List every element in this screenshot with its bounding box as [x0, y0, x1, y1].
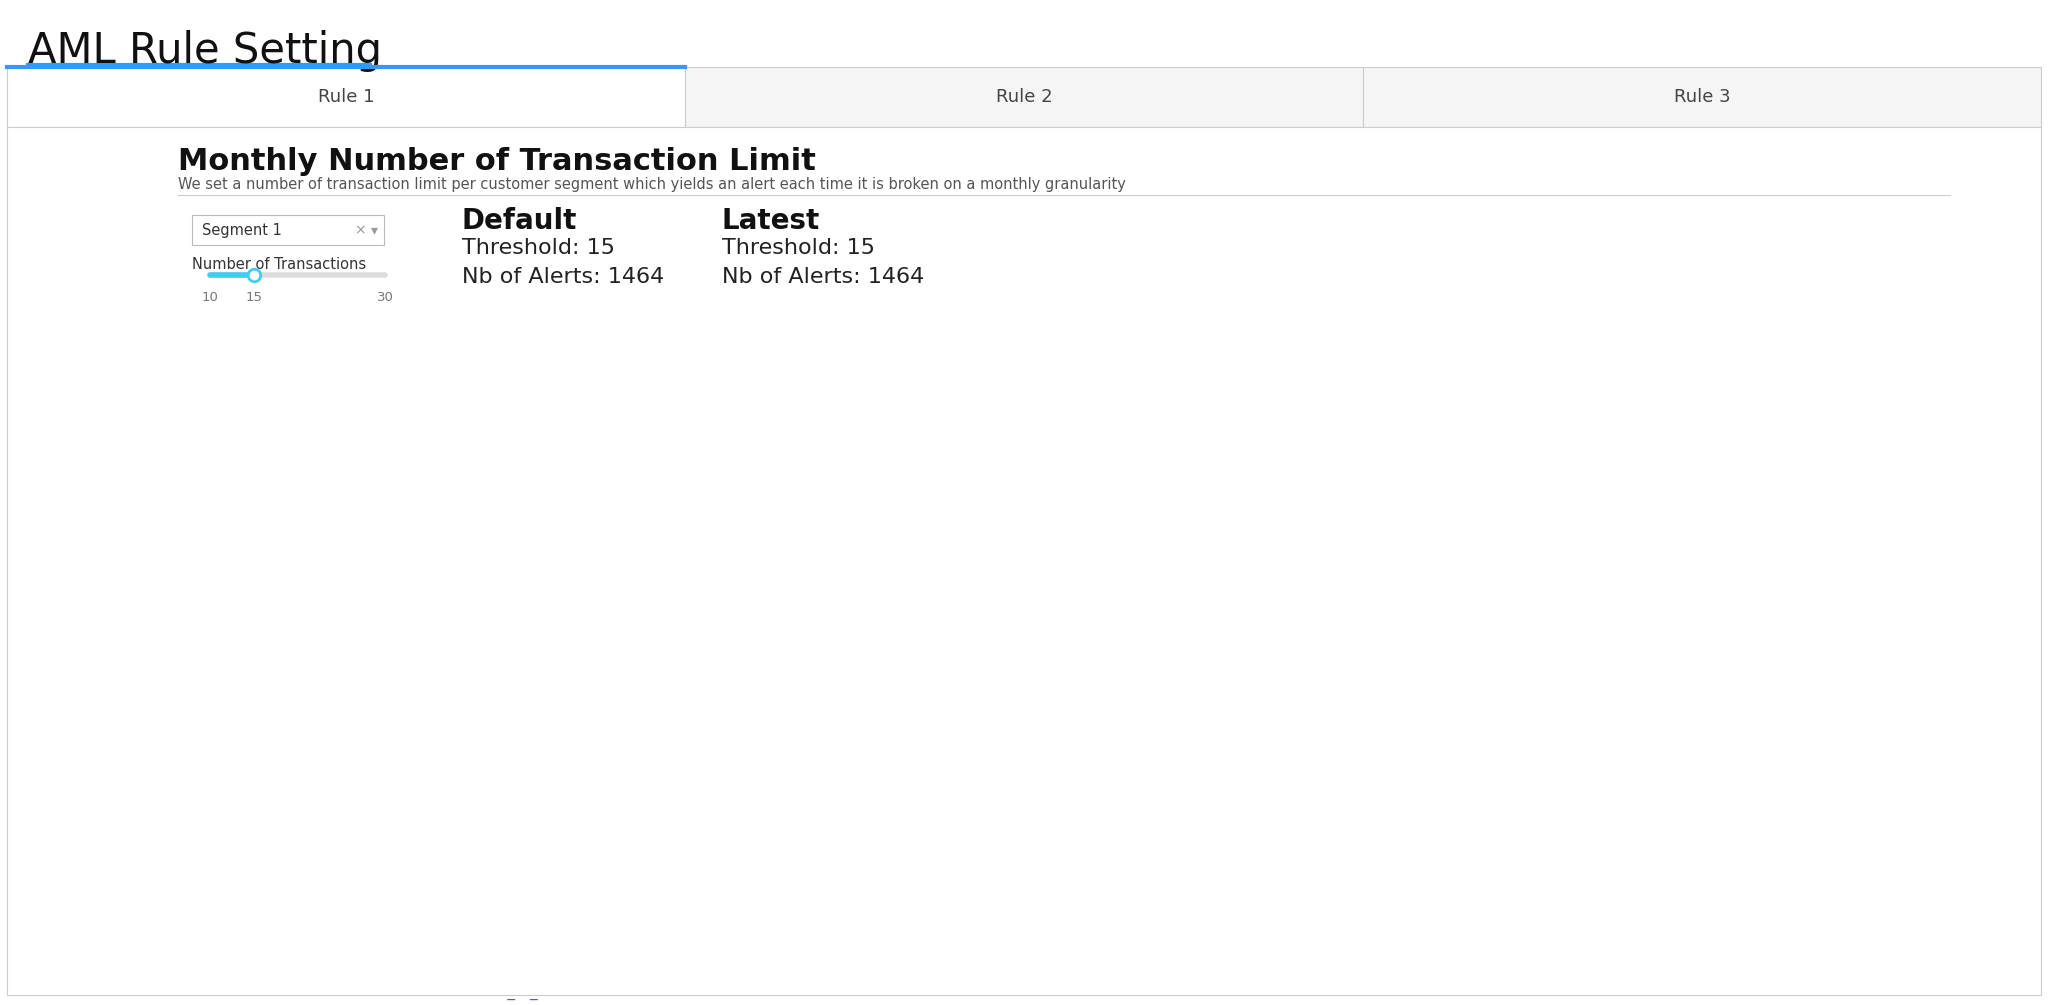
- Bar: [659, 945, 684, 957]
- Bar: [354, 880, 377, 957]
- Bar: [811, 948, 836, 957]
- X-axis label: nb_tx_threshold: nb_tx_threshold: [487, 984, 610, 1000]
- Text: Rule 2: Rule 2: [995, 88, 1053, 106]
- Bar: [383, 904, 408, 957]
- Text: Segment 1: Segment 1: [203, 222, 283, 237]
- Text: 10: 10: [201, 291, 219, 304]
- Text: Number of Transactions: Number of Transactions: [193, 257, 367, 272]
- Bar: [444, 933, 469, 957]
- Text: Threshold: 15: Threshold: 15: [723, 238, 874, 258]
- Text: ×: ×: [354, 223, 367, 237]
- FancyBboxPatch shape: [6, 67, 684, 127]
- Bar: [629, 944, 653, 957]
- Bar: [782, 947, 805, 957]
- Text: Monthly Number of Transaction Limit: Monthly Number of Transaction Limit: [178, 147, 815, 176]
- Text: AML Rule Setting: AML Rule Setting: [29, 30, 383, 72]
- Text: ▾: ▾: [371, 223, 377, 237]
- FancyBboxPatch shape: [193, 215, 385, 245]
- Bar: [293, 747, 317, 957]
- Bar: [414, 926, 438, 957]
- Bar: [475, 936, 500, 957]
- Bar: [324, 834, 348, 957]
- Bar: [752, 947, 776, 957]
- FancyBboxPatch shape: [684, 67, 1364, 127]
- Bar: [567, 943, 592, 957]
- Bar: [262, 590, 287, 957]
- Bar: [842, 949, 866, 957]
- Text: Threshold: 15: Threshold: 15: [463, 238, 614, 258]
- Y-axis label: count: count: [174, 612, 188, 655]
- FancyBboxPatch shape: [1364, 67, 2042, 127]
- Bar: [690, 945, 715, 957]
- Bar: [598, 943, 623, 957]
- Bar: [721, 946, 745, 957]
- Bar: [537, 942, 561, 957]
- Text: Nb of Alerts: 1464: Nb of Alerts: 1464: [723, 267, 924, 287]
- Bar: [506, 940, 530, 957]
- Bar: [231, 345, 256, 957]
- Text: We set a number of transaction limit per customer segment which yields an alert : We set a number of transaction limit per…: [178, 177, 1126, 192]
- Text: 15: 15: [246, 291, 262, 304]
- FancyBboxPatch shape: [6, 127, 2042, 995]
- Text: Rule 3: Rule 3: [1673, 88, 1731, 106]
- Text: Default: Default: [463, 207, 578, 235]
- Text: Nb of Alerts: 1464: Nb of Alerts: 1464: [463, 267, 664, 287]
- Text: Latest: Latest: [723, 207, 821, 235]
- Text: Rule 1: Rule 1: [317, 88, 375, 106]
- Text: 30: 30: [377, 291, 393, 304]
